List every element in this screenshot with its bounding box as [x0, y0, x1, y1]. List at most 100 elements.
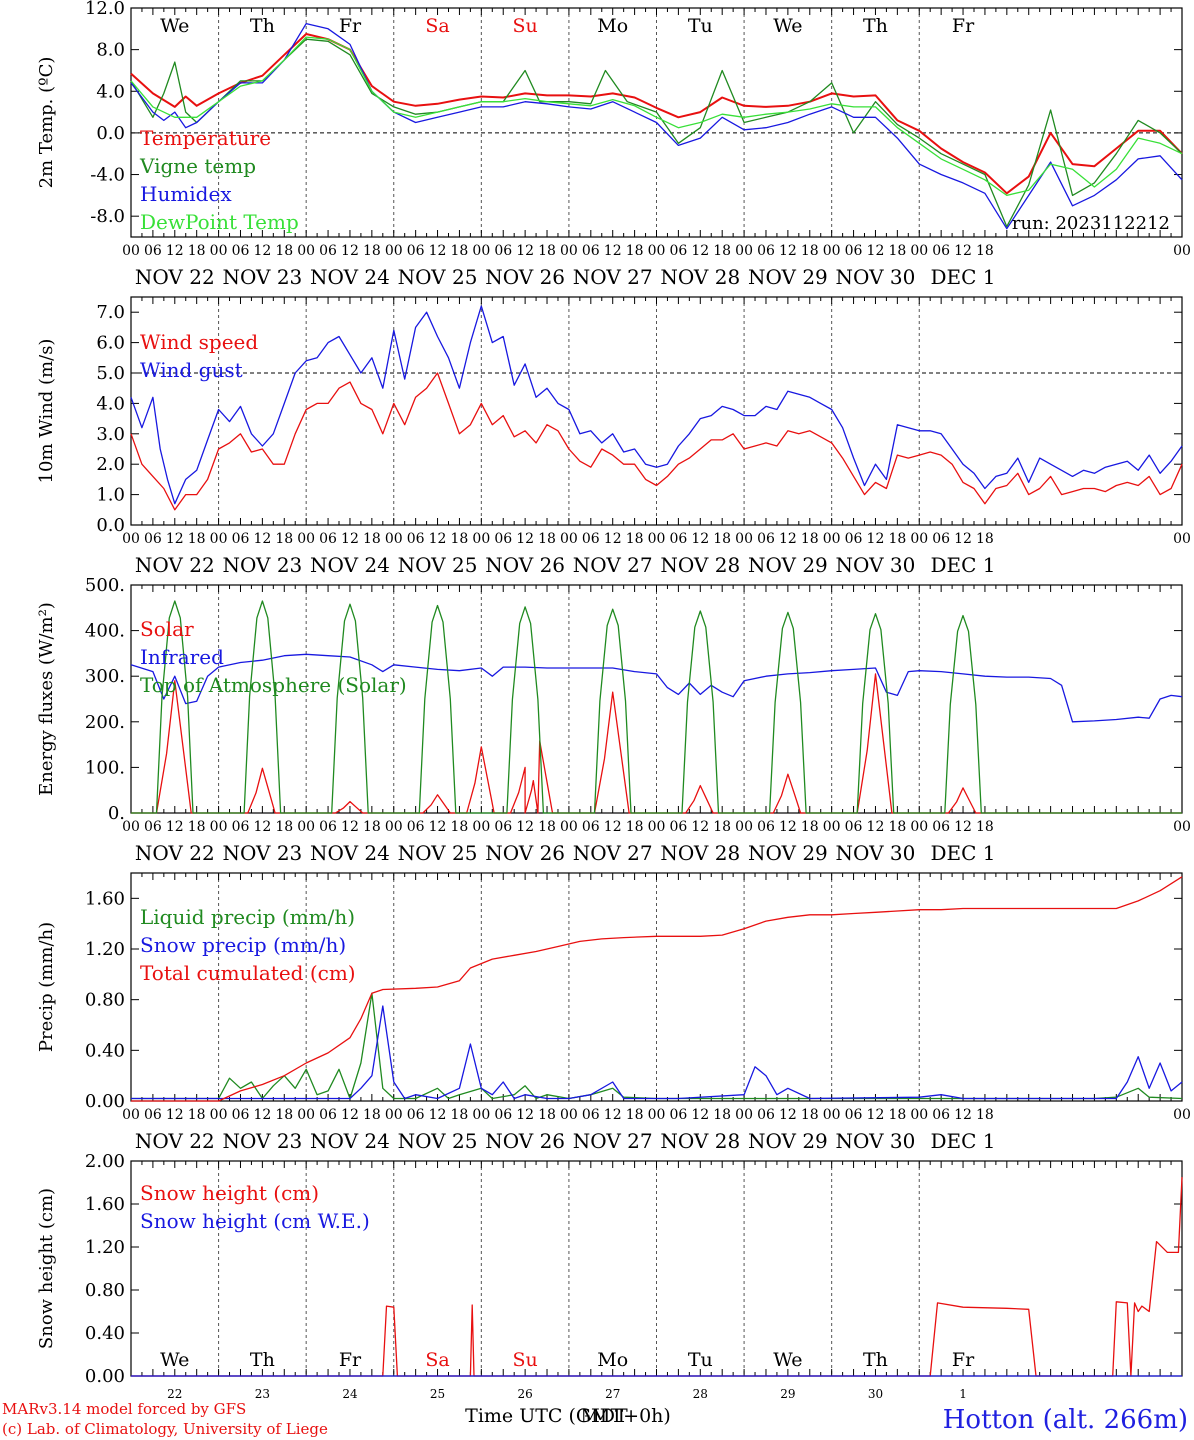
hour-tick-label: 06 [232, 531, 250, 547]
date-label: NOV 24 [310, 265, 390, 289]
y-tick-label: 2.0 [96, 454, 125, 475]
weekday-label: We [773, 15, 802, 37]
hour-tick-label: 06 [319, 819, 337, 835]
y-tick-label: 6.0 [96, 333, 125, 354]
hour-tick-label: 12 [604, 243, 622, 259]
weekday-label: Su [512, 1349, 537, 1371]
date-label: NOV 28 [660, 841, 740, 865]
y-axis-label: Snow height (cm) [36, 1188, 57, 1349]
date-label: NOV 26 [485, 553, 565, 577]
series-line-green [131, 600, 1182, 814]
hour-tick-label: 00 [472, 1107, 490, 1123]
y-tick-label: 0.0 [96, 123, 125, 144]
date-label: NOV 29 [748, 841, 828, 865]
hour-tick-label: 06 [407, 243, 425, 259]
hour-tick-label: 12 [516, 1107, 534, 1123]
date-label: NOV 30 [836, 1129, 916, 1153]
weekday-label: Fr [952, 15, 975, 37]
day-number-label: 27 [605, 1387, 620, 1401]
hour-tick-label: 18 [801, 819, 819, 835]
hour-tick-label: 12 [779, 1107, 797, 1123]
hour-tick-label: 00 [560, 819, 578, 835]
hour-tick-label: 18 [976, 243, 994, 259]
day-number-label: 30 [868, 1387, 883, 1401]
hour-tick-label: 12 [166, 1107, 184, 1123]
legend-entry: Infrared [140, 645, 224, 669]
hour-tick-label: 18 [363, 819, 381, 835]
date-label: NOV 22 [135, 553, 215, 577]
date-label: NOV 25 [398, 265, 478, 289]
y-tick-label: 400. [85, 621, 125, 642]
hour-tick-label: 12 [954, 243, 972, 259]
hour-tick-label: 00 [210, 243, 228, 259]
hour-tick-label: 18 [626, 531, 644, 547]
hour-tick-label: 06 [582, 531, 600, 547]
y-tick-label: 4.0 [96, 81, 125, 102]
hour-tick-label: 06 [582, 819, 600, 835]
hour-tick-label: 12 [691, 243, 709, 259]
hour-tick-label: 00 [210, 819, 228, 835]
date-label: NOV 25 [398, 553, 478, 577]
hour-tick-label: 12 [341, 819, 359, 835]
hour-tick-label: 18 [451, 1107, 469, 1123]
hour-tick-label: 06 [407, 531, 425, 547]
hour-tick-label: 18 [888, 819, 906, 835]
hour-tick-label: 00 [122, 1107, 140, 1123]
hour-tick-label: 06 [144, 1107, 162, 1123]
hour-tick-label: 00 [823, 531, 841, 547]
hour-tick-label: 06 [494, 243, 512, 259]
legend-entry: Solar [140, 617, 194, 641]
weekday-label: Tu [688, 15, 713, 37]
legend-entry: Temperature [140, 126, 271, 150]
weekday-label: Mo [597, 15, 628, 37]
weekday-label: Th [863, 1349, 888, 1371]
hour-tick-label: 06 [494, 1107, 512, 1123]
date-label: NOV 27 [573, 1129, 653, 1153]
hour-tick-label: 06 [582, 243, 600, 259]
hour-tick-label: 18 [801, 1107, 819, 1123]
date-label: DEC 1 [931, 265, 996, 289]
hour-tick-label: 12 [253, 243, 271, 259]
legend-entry: Humidex [140, 182, 232, 206]
hour-tick-label: 12 [516, 819, 534, 835]
hour-tick-label: 18 [275, 243, 293, 259]
y-tick-label: 12.0 [85, 0, 125, 19]
date-label: NOV 22 [135, 1129, 215, 1153]
hour-tick-label: 18 [538, 531, 556, 547]
date-label: NOV 29 [748, 265, 828, 289]
series-line-green [131, 992, 1183, 1100]
y-tick-label: 0.40 [85, 1040, 125, 1061]
date-label: NOV 23 [222, 265, 302, 289]
run-label: run: 2023112212 [1012, 213, 1170, 234]
station-name: Hotton (alt. 266m) [943, 1405, 1188, 1435]
hour-tick-label: 18 [188, 819, 206, 835]
hour-tick-label: 06 [319, 243, 337, 259]
hour-tick-label: 00 [735, 243, 753, 259]
hour-tick-label: 12 [429, 243, 447, 259]
hour-tick-label: 18 [275, 819, 293, 835]
weekday-label: Th [863, 15, 888, 37]
y-tick-label: 8.0 [96, 40, 125, 61]
weekday-label: Fr [339, 15, 362, 37]
date-label: NOV 27 [573, 265, 653, 289]
hour-tick-label: 12 [166, 243, 184, 259]
footer-model: MARv3.14 model forced by GFS [2, 1400, 246, 1418]
hour-tick-label: 00 [560, 531, 578, 547]
date-label: NOV 30 [836, 265, 916, 289]
legend-entry: Snow height (cm W.E.) [140, 1209, 370, 1233]
hour-tick-label: 06 [932, 1107, 950, 1123]
hour-tick-label: 00 [210, 1107, 228, 1123]
y-tick-label: 0.00 [85, 1366, 125, 1387]
hour-tick-label: 18 [713, 1107, 731, 1123]
date-label: NOV 28 [660, 1129, 740, 1153]
hour-tick-label: 06 [757, 531, 775, 547]
y-tick-label: 4.0 [96, 393, 125, 414]
hour-tick-label: 18 [188, 243, 206, 259]
legend-entry: Liquid precip (mm/h) [140, 905, 355, 929]
date-label: NOV 29 [748, 553, 828, 577]
hour-tick-label: 18 [713, 531, 731, 547]
hour-tick-label: 12 [253, 531, 271, 547]
legend-entry: Wind gust [140, 358, 243, 382]
day-number-label: 1 [959, 1387, 967, 1401]
hour-tick-label: 12 [954, 531, 972, 547]
